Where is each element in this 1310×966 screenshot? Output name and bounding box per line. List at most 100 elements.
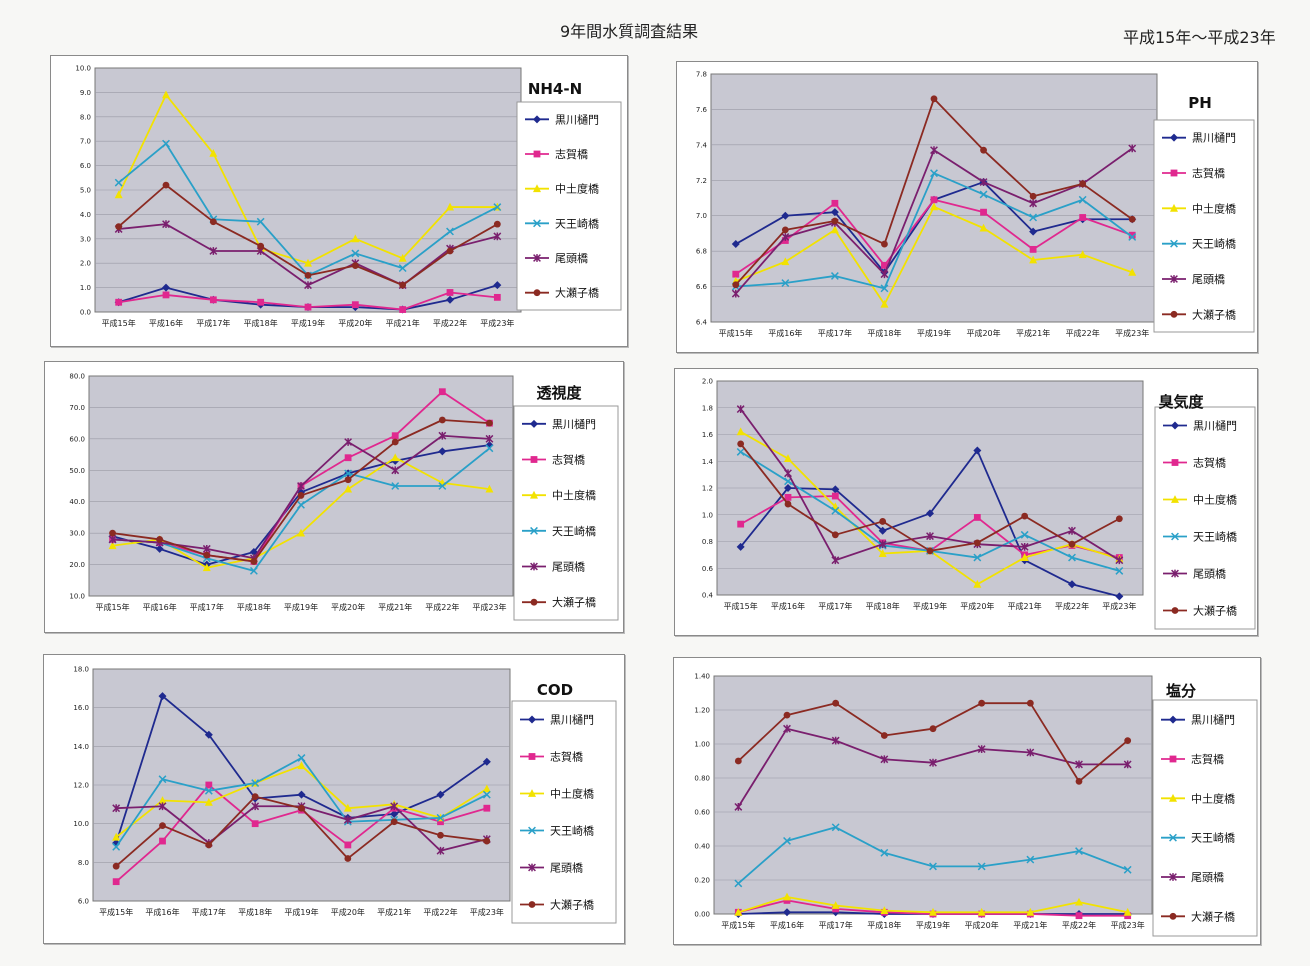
legend-marker	[1171, 607, 1179, 614]
data-point	[159, 822, 166, 829]
data-point	[209, 218, 217, 226]
x-tick-label: 平成22年	[433, 318, 467, 328]
data-point	[398, 253, 407, 262]
legend-item: 黒川樋門	[525, 112, 599, 126]
data-point	[158, 802, 167, 811]
x-tick-label: 平成20年	[331, 907, 365, 917]
data-point	[736, 405, 745, 414]
data-point	[783, 836, 791, 845]
y-tick-label: 1.4	[702, 458, 714, 466]
y-tick-label: 50.0	[69, 467, 85, 475]
data-point	[781, 257, 790, 266]
x-tick-label: 平成20年	[966, 328, 1000, 338]
y-tick-label: 7.2	[696, 177, 707, 185]
y-tick-label: 7.8	[696, 71, 707, 79]
data-point	[297, 761, 306, 770]
legend-marker	[1171, 495, 1179, 503]
x-tick-label: 平成16年	[771, 601, 805, 611]
legend-item: 尾頭橋	[1162, 272, 1225, 286]
x-tick-label: 平成23年	[480, 318, 514, 328]
data-point	[783, 711, 791, 719]
legend-marker	[1169, 793, 1177, 802]
x-tick-label: 平成16年	[768, 328, 802, 338]
legend-marker	[1170, 203, 1178, 212]
data-point	[880, 299, 889, 308]
legend-label: 黒川樋門	[552, 417, 596, 431]
data-point	[831, 492, 839, 500]
legend-marker	[1169, 833, 1177, 842]
data-point	[437, 831, 444, 839]
data-point	[1115, 556, 1124, 565]
data-point	[1068, 553, 1076, 562]
legend-marker	[530, 419, 538, 428]
legend-item: 中土度橋	[1163, 493, 1237, 507]
data-point	[251, 793, 259, 800]
y-tick-label: 0.0	[80, 309, 91, 317]
x-tick-label: 平成21年	[1013, 920, 1047, 930]
data-point	[1123, 907, 1132, 916]
y-tick-label: 8.0	[78, 859, 89, 867]
data-point	[344, 476, 352, 484]
data-point	[156, 536, 164, 543]
data-point	[446, 289, 454, 296]
legend-marker	[1170, 275, 1178, 283]
data-point	[979, 178, 988, 186]
data-point	[781, 211, 790, 220]
chart-title: NH4-N	[528, 80, 582, 98]
data-point	[162, 181, 170, 189]
y-tick-label: 10.0	[73, 820, 89, 828]
data-point	[493, 232, 502, 241]
legend-label: 志賀橋	[550, 750, 583, 764]
data-point	[929, 725, 937, 733]
legend-item: 中土度橋	[520, 787, 594, 801]
x-tick-label: 平成23年	[1111, 920, 1145, 930]
y-tick-label: 60.0	[69, 435, 85, 443]
data-point	[973, 553, 982, 562]
chart-title: 透視度	[536, 384, 582, 402]
data-point	[736, 427, 745, 436]
x-tick-label: 平成18年	[237, 602, 271, 612]
y-tick-label: 6.0	[80, 162, 91, 170]
data-point	[158, 692, 167, 701]
data-point	[880, 848, 889, 857]
x-tick-label: 平成23年	[472, 602, 506, 612]
series-2	[731, 202, 1137, 308]
data-point	[304, 303, 312, 311]
legend-label: 大瀬子橋	[552, 595, 596, 609]
chart-svg-ph: 6.4 6.6 6.8 7.0 7.2 7.4 7.6 7.8 平成15年 平成16年 平成17年 平…	[696, 71, 1255, 338]
legend-label: 尾頭橋	[550, 861, 583, 875]
data-point	[1026, 748, 1035, 757]
legend-item: 志賀橋	[520, 750, 583, 764]
legend-marker	[1170, 169, 1178, 177]
legend-item: 黒川樋門	[1162, 131, 1236, 145]
legend-item: 尾頭橋	[1163, 567, 1226, 581]
x-tick-label: 平成17年	[819, 920, 853, 930]
y-tick-label: 12.0	[73, 782, 89, 790]
data-point	[926, 509, 934, 518]
data-point	[390, 802, 399, 811]
y-tick-label: 9.0	[80, 89, 91, 97]
data-point	[734, 757, 742, 765]
legend-marker	[530, 456, 538, 463]
data-point	[297, 492, 305, 499]
y-tick-label: 6.8	[696, 248, 707, 256]
legend-item: 志賀橋	[522, 453, 585, 467]
data-point	[162, 90, 170, 99]
data-point	[304, 281, 312, 290]
series-2	[734, 892, 1132, 916]
data-point	[1079, 180, 1087, 188]
data-point	[1029, 192, 1037, 200]
legend-marker	[533, 219, 541, 228]
series-5	[737, 440, 1123, 555]
chart-title: 塩分	[1166, 682, 1196, 700]
data-point	[930, 169, 938, 178]
y-tick-label: 6.4	[696, 319, 708, 327]
data-point	[1115, 515, 1123, 523]
data-point	[831, 531, 839, 539]
data-point	[482, 757, 491, 766]
x-tick-label: 平成19年	[291, 318, 325, 328]
chart-title: 臭気度	[1158, 393, 1204, 411]
data-point	[158, 796, 167, 804]
data-point	[731, 240, 740, 249]
